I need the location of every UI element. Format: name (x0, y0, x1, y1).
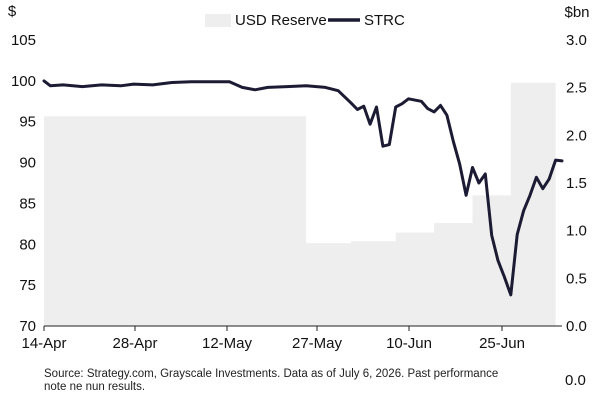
strc-line (42, 79, 564, 297)
axis-layer: 14-Apr 28-Apr 12-May 27-May 10-Jun 25-Jun 70 75… (11, 32, 587, 352)
usd-reserve-area-layer (44, 82, 556, 327)
y-left-tick-label-3: 85 (19, 195, 36, 212)
x-tick-label-1: 28-Apr (112, 335, 157, 352)
y-right-tick-label-2: 1.0 (566, 223, 587, 240)
y-left-tick-label-7: 105 (11, 32, 36, 49)
y-right-unit: $bn (564, 4, 589, 21)
y-right-tick-label-1: 0.5 (566, 270, 587, 287)
strc-line-layer (42, 79, 564, 297)
y-left-tick-label-6: 100 (11, 73, 36, 90)
x-tick-label-0: 14-Apr (21, 335, 66, 352)
y-right-tick-label-3: 1.5 (566, 175, 587, 192)
y-right-tick-label-6: 3.0 (566, 32, 587, 49)
x-tick-label-3: 27-May (292, 335, 343, 352)
right-axis-extra-label: 0.0 (565, 372, 586, 389)
y-left-unit: $ (8, 3, 17, 20)
y-left-tick-label-1: 75 (19, 277, 36, 294)
x-tick-label-4: 10-Jun (386, 335, 432, 352)
y-right-tick-label-5: 2.5 (566, 80, 587, 97)
legend-label-usd-reserve: USD Reserve (235, 12, 327, 29)
x-tick-label-2: 12-May (202, 335, 253, 352)
legend-swatch-usd-reserve (205, 14, 231, 27)
x-tick-label-5: 25-Jun (479, 335, 525, 352)
usd-reserve-area (44, 82, 556, 327)
y-right-tick-label-4: 2.0 (566, 127, 587, 144)
y-left-tick-label-0: 70 (19, 318, 36, 335)
legend: USD Reserve STRC (205, 12, 405, 29)
y-left-tick-label-5: 95 (19, 114, 36, 131)
y-left-tick-label-4: 90 (19, 155, 36, 172)
source-note: Source: Strategy.com, Grayscale Investme… (44, 368, 499, 393)
y-right-tick-label-0: 0.0 (566, 318, 587, 335)
legend-label-strc: STRC (364, 12, 405, 29)
y-left-tick-label-2: 80 (19, 236, 36, 253)
